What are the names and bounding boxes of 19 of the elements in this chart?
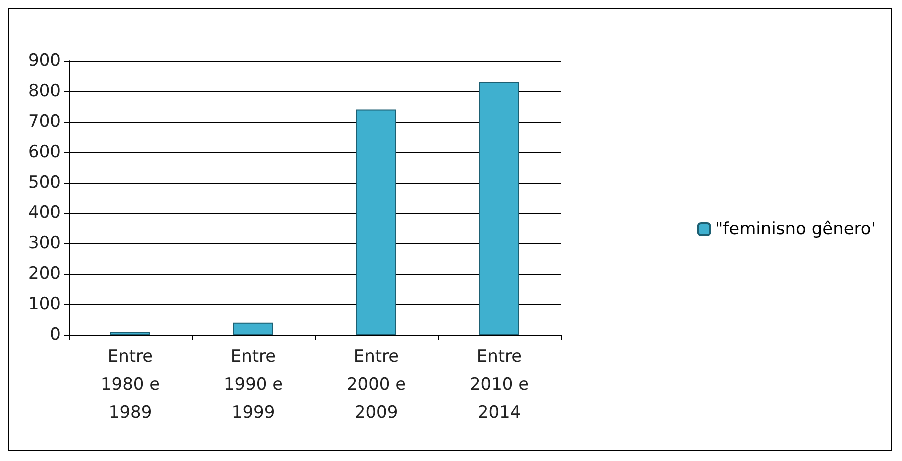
y-tick-label: 0 [50,325,61,345]
y-tick-label: 400 [28,203,61,224]
legend-label: "feminisno gênero' [715,220,876,240]
y-tick-label: 600 [28,142,61,162]
y-tick-label: 300 [28,234,61,254]
bar [356,110,396,335]
x-tick-label: Entre 2000 e 2009 [346,347,406,423]
x-tick-label: Entre 1990 e 1999 [224,347,284,423]
y-tick-label: 100 [28,294,61,315]
y-tick-label: 500 [28,172,61,193]
bar [234,322,274,335]
y-tick-label: 200 [28,264,61,284]
y-tick-label: 800 [28,81,61,102]
x-tick-label: Entre 1980 e 1989 [100,347,160,423]
bar [480,82,520,335]
x-tick-label: Entre 2010 e 2014 [470,347,530,423]
y-tick-label: 900 [28,51,61,71]
y-tick-label: 700 [28,112,61,132]
bar [110,332,150,335]
